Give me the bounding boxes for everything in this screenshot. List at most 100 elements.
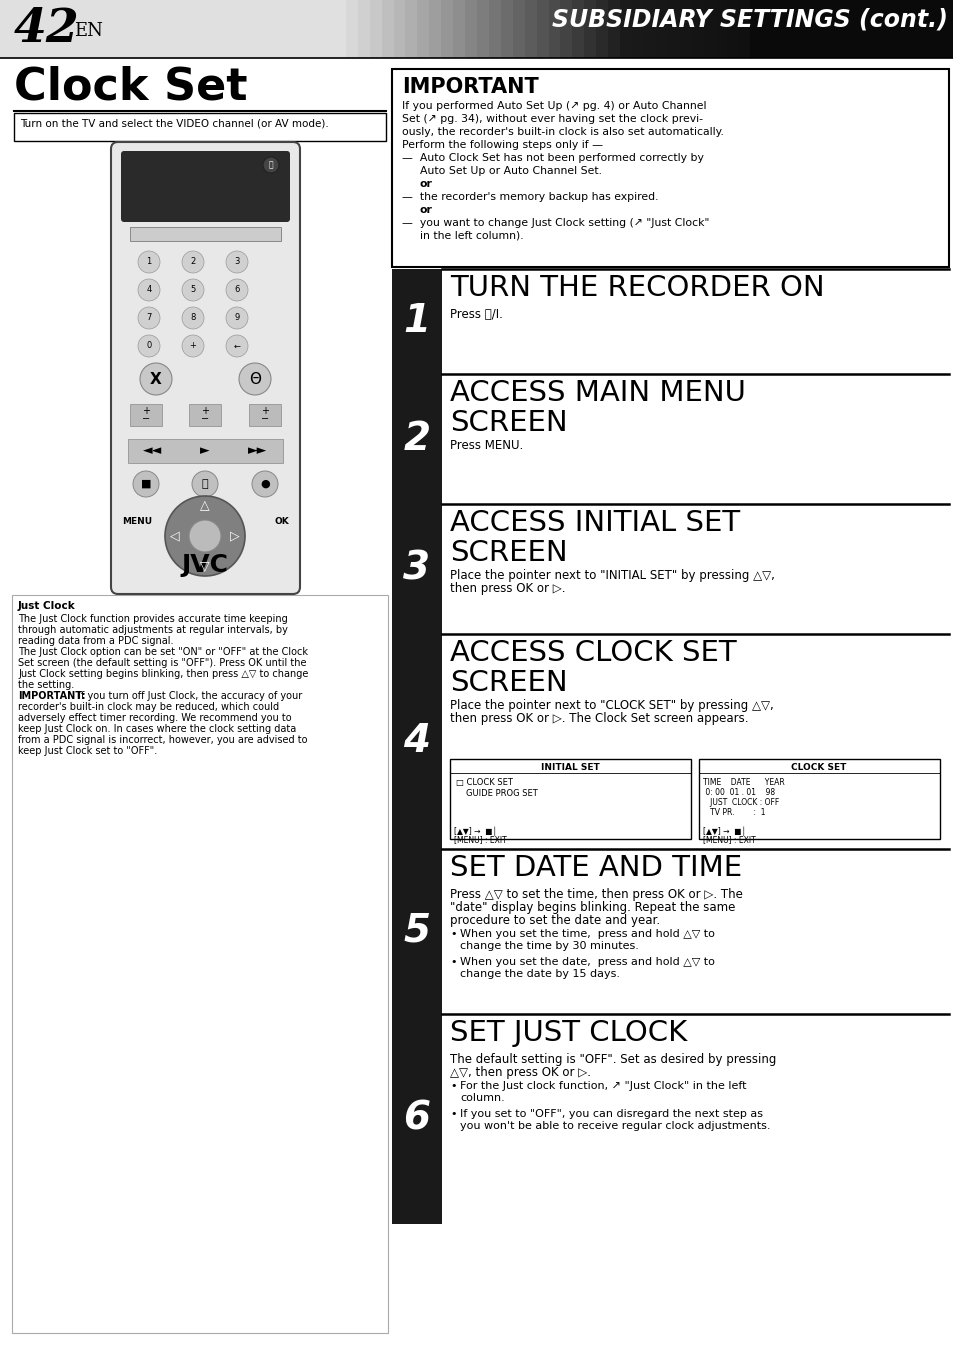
Text: Set (↗ pg. 34), without ever having set the clock previ-: Set (↗ pg. 34), without ever having set … (401, 115, 702, 124)
Bar (128, 438, 283, 463)
FancyBboxPatch shape (111, 142, 299, 594)
Text: 5: 5 (191, 286, 195, 294)
Text: •: • (450, 929, 456, 939)
Text: Press △▽ to set the time, then press OK or ▷. The: Press △▽ to set the time, then press OK … (450, 888, 742, 901)
Text: or: or (419, 179, 433, 189)
Bar (500, 0, 514, 58)
Text: If you performed Auto Set Up (↗ pg. 4) or Auto Channel: If you performed Auto Set Up (↗ pg. 4) o… (401, 101, 706, 111)
Text: ■: ■ (141, 479, 152, 488)
Text: EN: EN (74, 22, 103, 40)
Text: 2: 2 (403, 420, 430, 459)
Text: 9: 9 (234, 313, 239, 322)
Circle shape (138, 251, 160, 272)
Text: Auto Set Up or Auto Channel Set.: Auto Set Up or Auto Channel Set. (419, 166, 601, 175)
Bar (643, 0, 657, 58)
Text: 42: 42 (14, 5, 80, 53)
Text: procedure to set the date and year.: procedure to set the date and year. (450, 915, 659, 927)
Circle shape (226, 308, 248, 329)
Bar (941, 0, 953, 58)
Bar (178, 0, 192, 58)
Bar (238, 0, 252, 58)
Bar (476, 0, 490, 58)
Text: ▷: ▷ (230, 530, 239, 542)
Bar (227, 0, 239, 58)
Text: JVC: JVC (181, 553, 229, 577)
Circle shape (226, 279, 248, 301)
Text: [MENU] : EXIT: [MENU] : EXIT (454, 835, 506, 844)
Bar (453, 0, 466, 58)
Text: GUIDE PROG SET: GUIDE PROG SET (465, 789, 537, 799)
Bar (392, 505, 441, 634)
Text: ▽: ▽ (200, 560, 210, 572)
Bar (667, 0, 680, 58)
Text: JUST  CLOCK : OFF: JUST CLOCK : OFF (702, 799, 779, 807)
Text: +: + (261, 406, 269, 415)
Text: Place the pointer next to "INITIAL SET" by pressing △▽,: Place the pointer next to "INITIAL SET" … (450, 569, 774, 581)
Text: —  Auto Clock Set has not been performed correctly by: — Auto Clock Set has not been performed … (401, 152, 703, 163)
Bar (572, 0, 585, 58)
Text: 0: 0 (146, 341, 152, 351)
Circle shape (182, 251, 204, 272)
Bar (440, 0, 454, 58)
Bar (274, 0, 287, 58)
Bar (310, 0, 323, 58)
Text: △: △ (200, 499, 210, 513)
Circle shape (189, 519, 221, 552)
Text: TV PR.        :  1: TV PR. : 1 (702, 808, 764, 817)
Text: keep Just Clock set to "OFF".: keep Just Clock set to "OFF". (18, 746, 157, 755)
Bar (321, 0, 335, 58)
Text: TIME    DATE      YEAR: TIME DATE YEAR (702, 778, 784, 786)
Bar (834, 0, 847, 58)
Text: 5: 5 (403, 912, 430, 950)
Circle shape (182, 279, 204, 301)
Text: •: • (450, 956, 456, 967)
Bar (774, 0, 787, 58)
Circle shape (239, 363, 271, 395)
Bar (749, 0, 953, 58)
Text: 6: 6 (403, 1099, 430, 1139)
Text: —  you want to change Just Clock setting (↗ "Just Clock": — you want to change Just Clock setting … (401, 219, 709, 228)
Bar (715, 0, 728, 58)
Text: OK: OK (274, 518, 289, 526)
Text: the setting.: the setting. (18, 680, 74, 689)
Text: When you set the time,  press and hold △▽ to: When you set the time, press and hold △▽… (459, 929, 714, 939)
FancyBboxPatch shape (121, 151, 290, 223)
Bar (357, 0, 371, 58)
Bar (392, 268, 441, 374)
Bar (536, 0, 549, 58)
Bar (465, 0, 477, 58)
Bar (699, 759, 939, 839)
Text: you won't be able to receive regular clock adjustments.: you won't be able to receive regular clo… (459, 1121, 770, 1130)
Bar (762, 0, 776, 58)
Bar (488, 0, 501, 58)
Bar (262, 0, 275, 58)
Bar (14, 113, 386, 142)
Text: 4: 4 (403, 722, 430, 759)
Text: then press OK or ▷. The Clock Set screen appears.: then press OK or ▷. The Clock Set screen… (450, 712, 748, 724)
Text: Turn on the TV and select the VIDEO channel (or AV mode).: Turn on the TV and select the VIDEO chan… (20, 117, 329, 128)
Bar (334, 0, 347, 58)
Circle shape (138, 308, 160, 329)
Bar (71, 0, 85, 58)
Bar (189, 403, 221, 426)
Text: SET DATE AND TIME: SET DATE AND TIME (450, 854, 741, 882)
Text: 6: 6 (234, 286, 239, 294)
Text: 1: 1 (403, 302, 430, 340)
Text: +: + (190, 341, 196, 351)
Bar (619, 0, 633, 58)
Bar (798, 0, 811, 58)
Bar (608, 0, 620, 58)
Text: 1: 1 (146, 258, 152, 267)
Bar (846, 0, 859, 58)
Text: 3: 3 (234, 258, 239, 267)
Text: For the Just clock function, ↗ "Just Clock" in the left: For the Just clock function, ↗ "Just Clo… (459, 1081, 745, 1091)
Text: Set screen (the default setting is "OFF"). Press OK until the: Set screen (the default setting is "OFF"… (18, 658, 306, 668)
Text: +: + (201, 406, 209, 415)
Text: [MENU] : EXIT: [MENU] : EXIT (702, 835, 755, 844)
Bar (429, 0, 442, 58)
Text: SET JUST CLOCK: SET JUST CLOCK (450, 1018, 686, 1047)
Bar (751, 0, 763, 58)
Bar (702, 0, 716, 58)
Bar (393, 0, 406, 58)
Text: ◁: ◁ (170, 530, 179, 542)
